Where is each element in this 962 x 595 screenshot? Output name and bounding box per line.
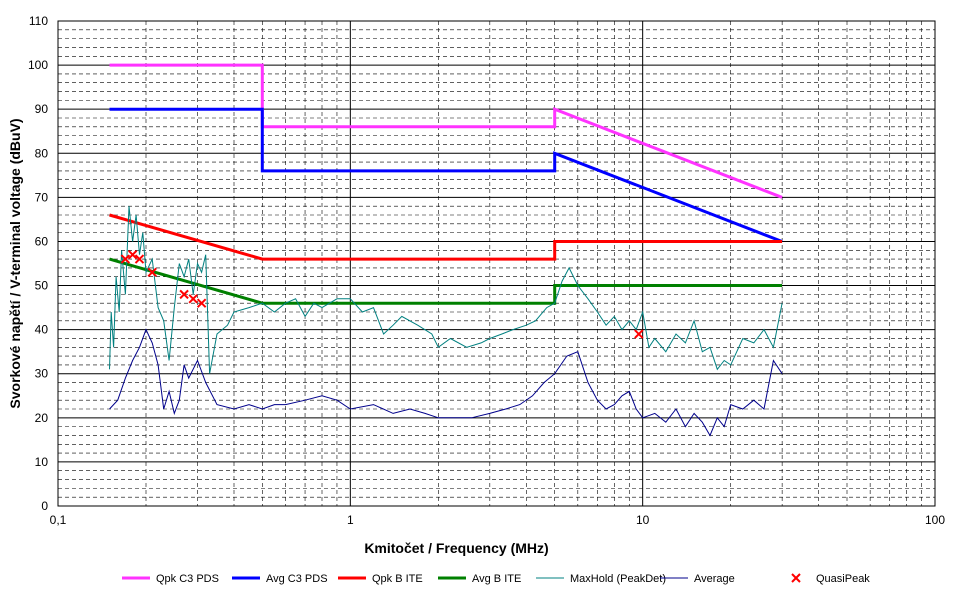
y-tick-label: 70 — [35, 190, 49, 204]
y-tick-label: 10 — [35, 455, 49, 469]
series-average — [109, 328, 783, 437]
series-qpk-c3-pds — [109, 63, 783, 199]
marker-stroke — [179, 289, 189, 300]
legend-label: Avg B ITE — [472, 573, 521, 585]
y-tick-label: 90 — [35, 102, 49, 116]
quasipeak-marker — [127, 249, 138, 260]
marker-stroke — [634, 329, 644, 339]
marker-stroke — [188, 294, 198, 304]
y-tick-label: 0 — [41, 499, 48, 513]
marker-stroke — [147, 267, 157, 278]
quasipeak-marker — [188, 294, 198, 304]
y-tick-label: 80 — [35, 146, 49, 160]
legend-item: Average — [660, 573, 735, 585]
x-tick-label: 100 — [925, 513, 945, 527]
y-tick-label: 30 — [35, 367, 49, 381]
legend-label: Qpk C3 PDS — [156, 573, 219, 585]
legend-swatch — [791, 573, 801, 583]
x-tick-label: 1 — [347, 513, 354, 527]
y-tick-label: 50 — [35, 279, 49, 293]
legend-label: Qpk B ITE — [372, 573, 423, 585]
series-qpk-b-ite — [109, 213, 783, 261]
legend-item: MaxHold (PeakDet) — [536, 573, 666, 585]
legend-label: MaxHold (PeakDet) — [570, 573, 666, 585]
quasipeak-marker — [147, 267, 157, 278]
y-tick-label: 100 — [28, 58, 48, 72]
quasipeak-marker — [134, 254, 145, 264]
legend-item: Avg B ITE — [438, 573, 521, 585]
legend-label: Avg C3 PDS — [266, 573, 328, 585]
y-axis-ticks: 0 10 20 30 40 50 60 70 80 90 100 110 — [28, 14, 48, 513]
legend-item: QuasiPeak — [791, 573, 870, 585]
legend-item: Qpk B ITE — [338, 573, 423, 585]
x-tick-label: 10 — [636, 513, 650, 527]
legend-item: Qpk C3 PDS — [122, 573, 219, 585]
quasipeak-marker — [179, 289, 189, 300]
quasipeak-marker — [634, 329, 644, 339]
marker-stroke — [127, 249, 138, 260]
x-axis-title: Kmitočet / Frequency (MHz) — [364, 540, 548, 556]
quasipeak-marker — [196, 298, 207, 308]
legend-item: Avg C3 PDS — [232, 573, 328, 585]
series-maxhold-peakdet — [109, 206, 783, 374]
x-tick-label: 0,1 — [50, 513, 67, 527]
series-avg-b-ite — [109, 257, 783, 305]
marker-stroke — [120, 254, 131, 264]
marker-stroke — [134, 254, 145, 264]
y-tick-label: 40 — [35, 323, 49, 337]
plot-area — [57, 20, 936, 507]
series — [109, 63, 783, 437]
legend-label: QuasiPeak — [816, 573, 870, 585]
y-axis-title: Svorkové napětí / V-terminal voltage (dB… — [7, 118, 23, 408]
legend: Qpk C3 PDS Avg C3 PDS Qpk B ITE Avg B ITE Ma… — [122, 573, 870, 585]
legend-label: Average — [694, 573, 735, 585]
quasipeak-markers — [120, 249, 644, 339]
series-avg-c3-pds — [109, 107, 783, 243]
y-tick-label: 60 — [35, 234, 49, 248]
y-tick-label: 20 — [35, 411, 49, 425]
y-tick-label: 110 — [29, 14, 48, 28]
x-axis-ticks: 0,1 1 10 100 — [50, 513, 946, 527]
marker-stroke — [196, 298, 207, 308]
quasipeak-marker — [120, 254, 131, 264]
